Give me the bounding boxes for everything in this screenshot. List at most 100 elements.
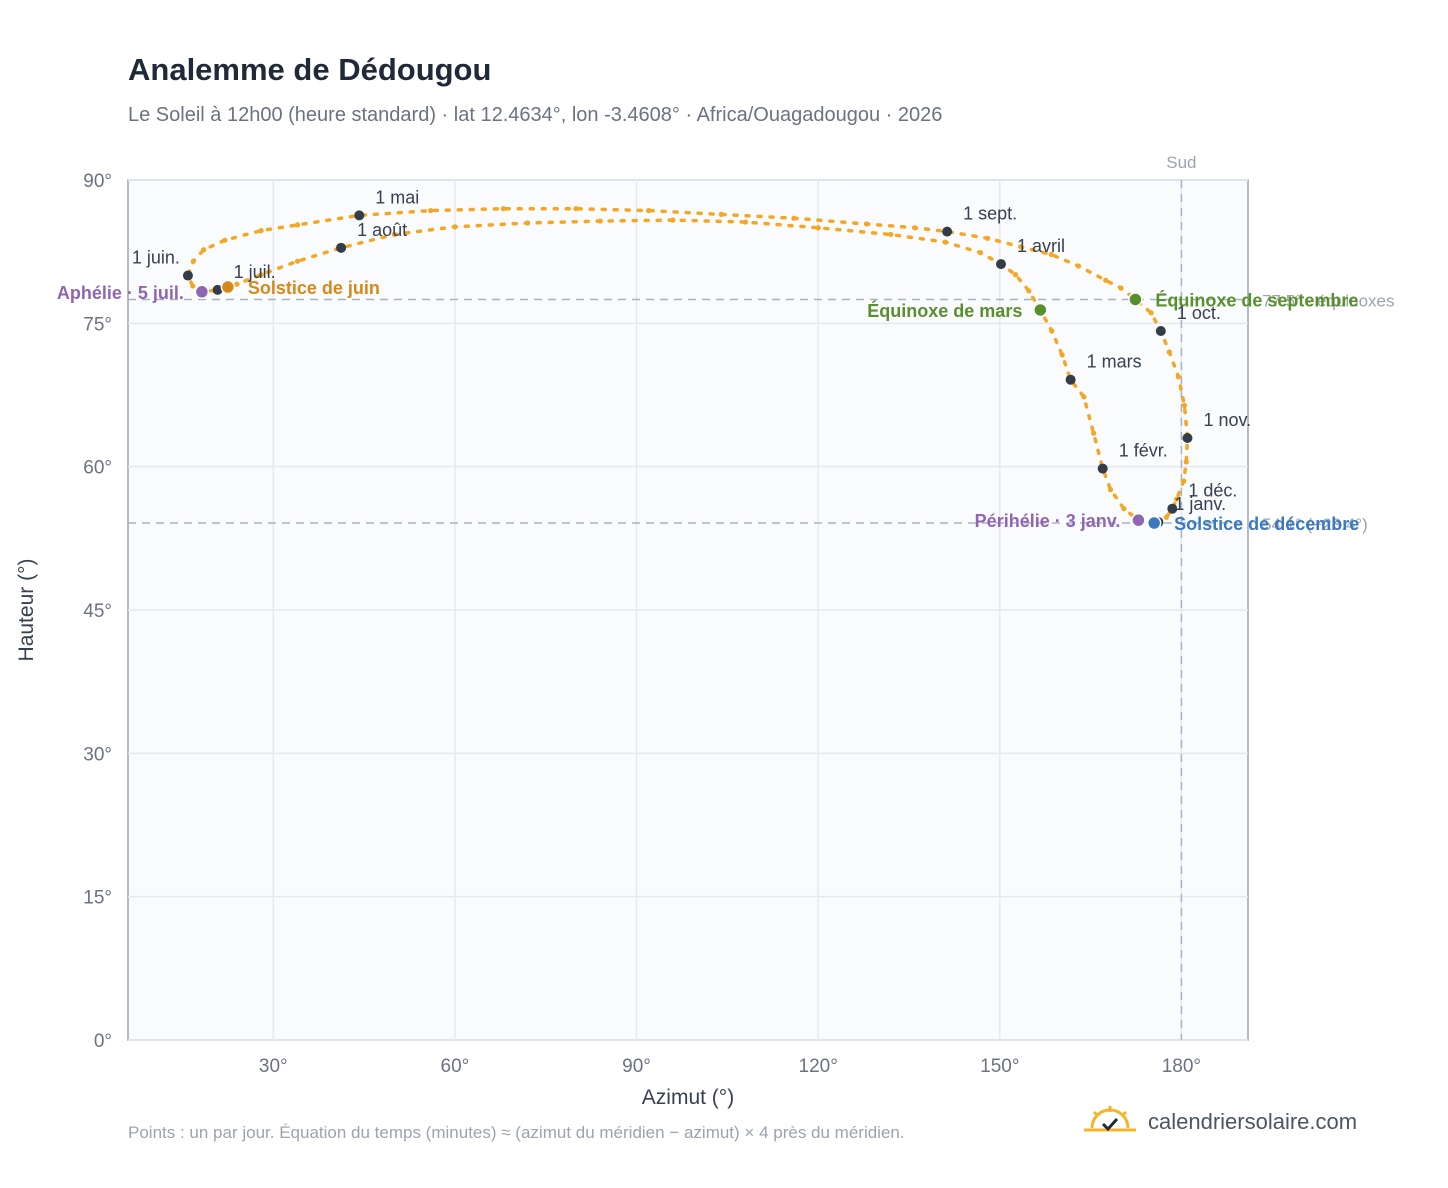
month-marker (995, 259, 1006, 270)
daily-point (815, 225, 821, 231)
x-tick-label: 180° (1162, 1056, 1201, 1077)
daily-point (1121, 506, 1127, 512)
y-axis-label: Hauteur (°) (15, 559, 38, 662)
daily-point (500, 206, 506, 212)
daily-point (1026, 288, 1032, 294)
daily-point (1173, 496, 1180, 502)
y-tick-label: 15° (83, 888, 112, 909)
month-label: 1 déc. (1188, 481, 1237, 501)
y-tick-label: 30° (83, 744, 112, 765)
month-markers: 1 janv. 1 févr. 1 mars 1 avril 1 mai 1 juin. 1… (132, 187, 1251, 528)
month-label: 1 juin. (132, 248, 180, 268)
daily-point (1081, 394, 1087, 400)
x-tick-label: 60° (441, 1056, 470, 1077)
daily-point (863, 221, 870, 227)
event-label: Équinoxe de mars (867, 300, 1022, 321)
month-marker (1155, 325, 1166, 336)
daily-point (791, 215, 797, 221)
axis-ticks: 30° 60° 90° 120° 150° 180° 0° 15° 30° 45° 60° 75° 90… (83, 171, 1201, 1077)
event-label: Solstice de décembre (1174, 514, 1359, 534)
x-axis-label: Azimut (°) (642, 1086, 734, 1109)
daily-point (190, 258, 196, 264)
month-marker (942, 226, 953, 237)
brand[interactable]: calendriersolaire.com (1084, 1104, 1357, 1140)
event-marker (1146, 515, 1162, 531)
daily-point (646, 207, 652, 214)
month-label: 1 juil. (234, 262, 276, 282)
event-label: Solstice de juin (248, 278, 380, 298)
month-marker (182, 270, 193, 281)
daily-point (428, 207, 434, 214)
month-marker (1167, 503, 1178, 514)
daily-point (670, 217, 676, 223)
daily-point (1163, 514, 1169, 520)
event-markers: Équinoxe de mars Équinoxe de septembre Sol… (57, 278, 1359, 534)
daily-point (294, 222, 301, 228)
event-marker (220, 279, 236, 295)
x-tick-label: 30° (259, 1056, 288, 1077)
month-marker (1097, 463, 1108, 474)
sun-check-icon (1084, 1106, 1136, 1132)
footnote: Points : un par jour. Équation du temps … (128, 1123, 905, 1142)
daily-point (524, 220, 531, 226)
event-label: Périhélie · 3 janv. (975, 511, 1121, 531)
event-marker (1033, 302, 1048, 318)
daily-point (1075, 263, 1082, 269)
month-marker (1065, 374, 1076, 385)
x-tick-label: 150° (980, 1056, 1019, 1077)
daily-point (1049, 328, 1055, 334)
brand-name: calendriersolaire.com (1148, 1109, 1358, 1134)
daily-point (573, 206, 579, 212)
meridian-label: Sud (1166, 153, 1196, 172)
month-label: 1 avril (1017, 236, 1065, 256)
daily-point (1107, 487, 1114, 493)
reference-line-label: 77.5° · équinoxes (1262, 291, 1395, 310)
month-marker (354, 210, 365, 221)
chart-subtitle: Le Soleil à 12h00 (heure standard) · lat… (128, 104, 943, 126)
y-tick-label: 45° (83, 601, 112, 622)
daily-point (1018, 244, 1024, 250)
daily-point (294, 258, 301, 264)
daily-point (1059, 352, 1065, 358)
event-marker (1131, 512, 1146, 528)
daily-point (1012, 272, 1019, 278)
x-tick-label: 90° (622, 1056, 651, 1077)
month-label: 1 oct. (1177, 303, 1221, 323)
month-label: 1 mars (1087, 352, 1142, 372)
daily-point (391, 231, 397, 238)
daily-point (1181, 402, 1188, 409)
daily-point (222, 237, 228, 243)
month-label: 1 nov. (1203, 410, 1251, 430)
event-marker (1128, 292, 1143, 307)
daily-point (1048, 251, 1054, 258)
y-tick-label: 0° (94, 1031, 112, 1052)
y-tick-label: 60° (83, 458, 112, 479)
daily-point (1166, 349, 1172, 355)
x-tick-label: 120° (799, 1056, 838, 1077)
daily-point (1148, 310, 1154, 316)
daily-point (1183, 459, 1189, 465)
daily-point (888, 231, 894, 238)
daily-point (452, 224, 458, 230)
reference-lines: Sud 77.5° · équinoxes 54.1° (−23.4°) (128, 153, 1395, 1040)
daily-point (1181, 478, 1187, 484)
event-label: Équinoxe de septembre (1155, 289, 1358, 310)
month-label: 1 mai (375, 187, 419, 207)
month-marker (1182, 433, 1193, 443)
grid-lines (128, 179, 1248, 1041)
month-marker (212, 284, 223, 295)
daily-point (258, 228, 264, 234)
daily-point (977, 250, 984, 256)
reference-line-label: 54.1° (−23.4°) (1262, 515, 1368, 534)
month-label: 1 sept. (963, 204, 1017, 224)
month-label: 1 févr. (1119, 441, 1168, 461)
daily-point (1175, 374, 1181, 380)
daily-point (718, 211, 724, 217)
y-tick-label: 90° (83, 171, 112, 192)
daily-point (258, 272, 264, 278)
month-label: 1 août (357, 220, 407, 240)
daily-point (201, 247, 207, 253)
event-marker (194, 284, 210, 300)
